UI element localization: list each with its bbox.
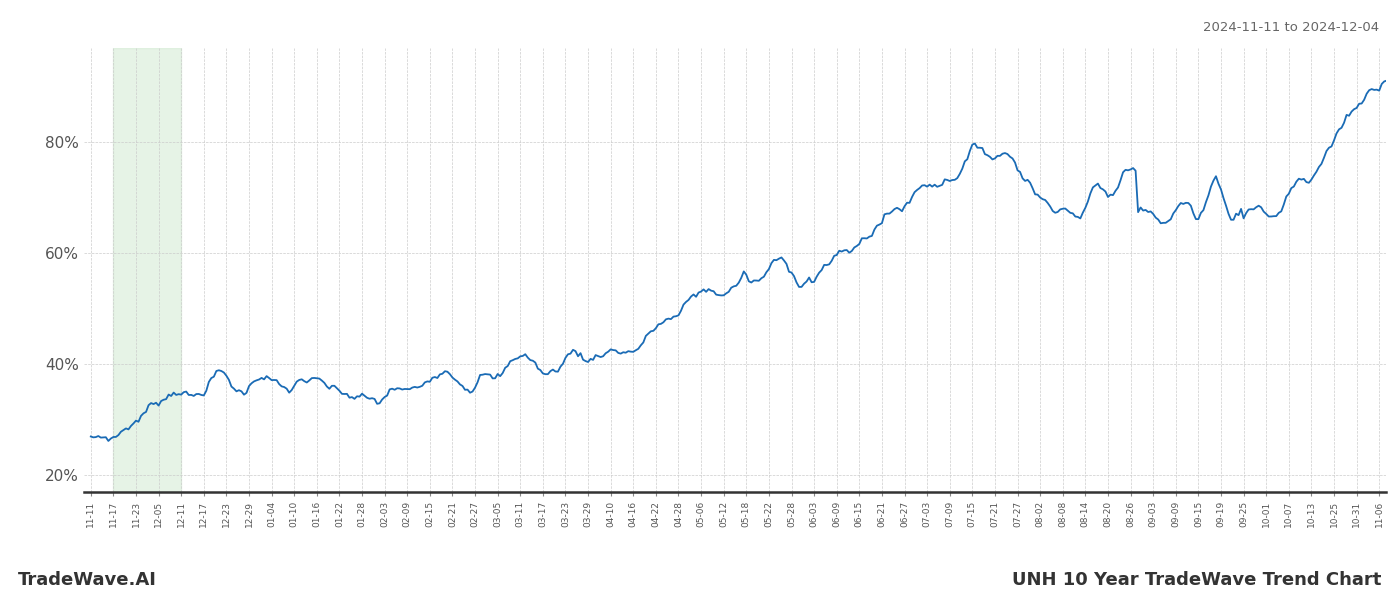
Text: TradeWave.AI: TradeWave.AI	[18, 571, 157, 589]
Text: 2024-11-11 to 2024-12-04: 2024-11-11 to 2024-12-04	[1203, 21, 1379, 34]
Bar	[113, 48, 181, 492]
Text: UNH 10 Year TradeWave Trend Chart: UNH 10 Year TradeWave Trend Chart	[1012, 571, 1382, 589]
